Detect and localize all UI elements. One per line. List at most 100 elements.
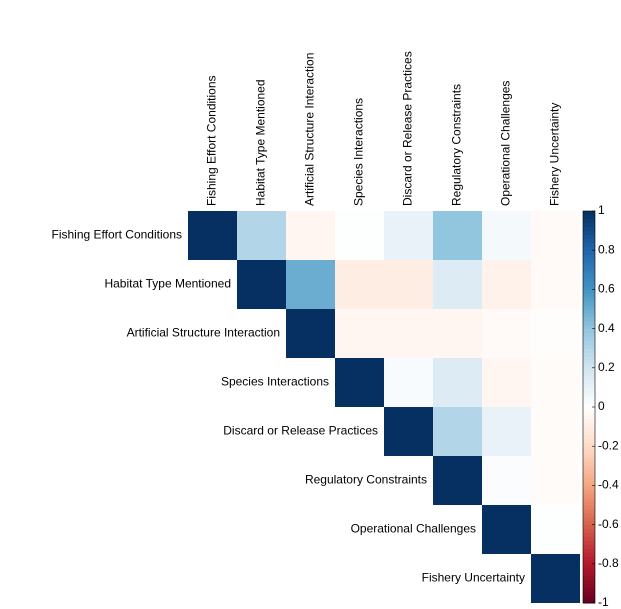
colorbar-tick-label: 0.6 [598, 282, 615, 296]
cell [384, 260, 433, 309]
column-label: Artificial Structure Interaction [303, 53, 317, 206]
colorbar-segment [583, 214, 595, 220]
colorbar-segment [583, 473, 595, 479]
colorbar-segment [583, 524, 595, 530]
colorbar-segment [583, 520, 595, 526]
colorbar-segment [583, 352, 595, 357]
column-label: Fishing Effort Conditions [205, 75, 219, 206]
colorbar-segment [583, 481, 595, 486]
cell [531, 358, 580, 407]
column-label: Fishery Uncertainty [548, 103, 562, 206]
colorbar-segment [583, 336, 595, 341]
column-label: Discard or Release Practices [401, 51, 415, 206]
colorbar-segment [583, 238, 595, 243]
colorbar-segment [583, 555, 595, 561]
colorbar-segment [583, 457, 595, 463]
cell [531, 456, 580, 505]
colorbar-segment [583, 261, 595, 267]
colorbar-segment [583, 399, 595, 404]
colorbar-tick-label: -0.2 [598, 438, 619, 452]
cell [433, 407, 482, 456]
colorbar-segment [583, 324, 595, 330]
colorbar-segment [583, 548, 595, 553]
colorbar-segment [583, 316, 595, 322]
row-label: Habitat Type Mentioned [104, 277, 231, 291]
colorbar-segment [583, 485, 595, 490]
colorbar-segment [583, 493, 595, 498]
colorbar-segment [583, 403, 595, 408]
colorbar-segment [583, 383, 595, 388]
cell [237, 211, 286, 260]
cell [433, 309, 482, 358]
cell [335, 309, 384, 358]
colorbar-segment [583, 258, 595, 263]
colorbar-segment [583, 469, 595, 475]
colorbar-segment [583, 438, 595, 443]
colorbar-segment [583, 367, 595, 373]
colorbar-segment [583, 434, 595, 439]
colorbar-segment [583, 222, 595, 228]
colorbar-segment [583, 379, 595, 384]
column-label: Species Interactions [352, 98, 366, 206]
cell [237, 260, 286, 309]
colorbar-segment [583, 536, 595, 541]
row-label: Discard or Release Practices [223, 424, 378, 438]
colorbar-segment [583, 273, 595, 279]
cell [482, 505, 531, 554]
colorbar-segment [583, 289, 595, 294]
cell [482, 456, 531, 505]
colorbar-segment [583, 242, 595, 247]
colorbar-segment [583, 320, 595, 326]
colorbar-segment [583, 442, 595, 447]
cell [531, 407, 580, 456]
colorbar-segment [583, 234, 595, 239]
colorbar-segment [583, 293, 595, 298]
colorbar-segment [583, 269, 595, 275]
cell [384, 211, 433, 260]
colorbar-segment [583, 305, 595, 310]
colorbar-segment [583, 387, 595, 392]
cell [433, 358, 482, 407]
colorbar-segment [583, 297, 595, 302]
column-label: Habitat Type Mentioned [254, 79, 268, 206]
colorbar-segment [583, 371, 595, 377]
colorbar-segment [583, 363, 595, 369]
row-label: Artificial Structure Interaction [127, 326, 280, 340]
colorbar-segment [583, 281, 595, 286]
colorbar-segment [583, 505, 595, 510]
row-label: Species Interactions [221, 375, 329, 389]
colorbar-segment [583, 497, 595, 502]
colorbar-segment [583, 254, 595, 259]
colorbar-segment [583, 544, 595, 549]
colorbar-segment [583, 348, 595, 353]
cell [286, 260, 335, 309]
colorbar-segment [583, 344, 595, 349]
colorbar-segment [583, 356, 595, 361]
colorbar-segment [583, 285, 595, 290]
cell [482, 260, 531, 309]
row-label: Fishing Effort Conditions [51, 228, 182, 242]
cell [531, 554, 580, 603]
cell [433, 456, 482, 505]
colorbar-segment [583, 277, 595, 283]
colorbar-segment [583, 595, 595, 600]
colorbar-segment [583, 587, 595, 592]
colorbar-segment [583, 446, 595, 451]
colorbar-segment [583, 312, 595, 318]
colorbar-segment [583, 226, 595, 232]
colorbar-segment [583, 552, 595, 557]
colorbar-segment [583, 301, 595, 306]
cell [335, 211, 384, 260]
colorbar-segment [583, 579, 595, 584]
colorbar-segment [583, 540, 595, 545]
colorbar-segment [583, 508, 595, 514]
colorbar-tick-label: -0.4 [598, 478, 619, 492]
cell [384, 309, 433, 358]
colorbar-tick-label: 0.8 [598, 242, 615, 256]
cell [482, 211, 531, 260]
colorbar-segment [583, 359, 595, 365]
colorbar-segment [583, 410, 595, 416]
colorbar-tick-label: -0.8 [598, 556, 619, 570]
colorbar-segment [583, 340, 595, 345]
colorbar-segment [583, 501, 595, 506]
